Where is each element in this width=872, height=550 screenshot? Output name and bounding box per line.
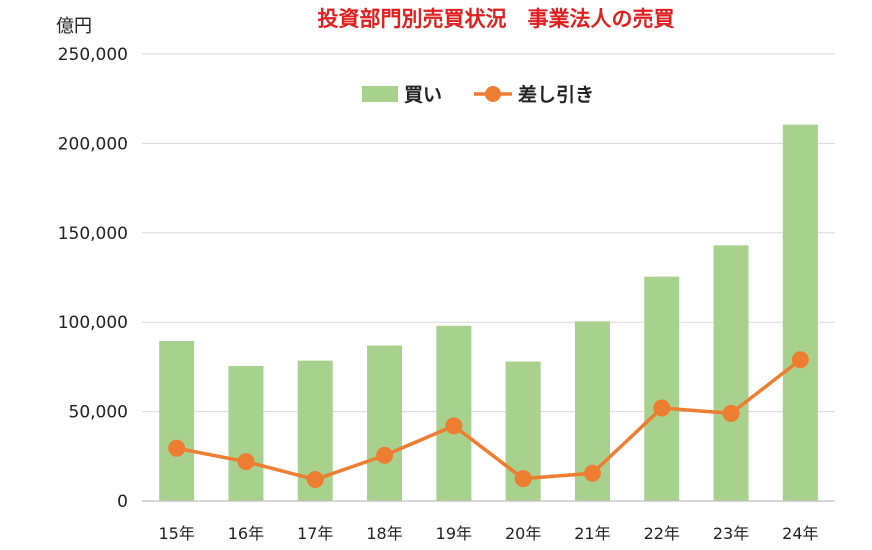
y-tick-label: 0 (117, 492, 128, 512)
legend-label-net: 差し引き (518, 83, 594, 106)
line-series (168, 351, 809, 489)
y-tick-label: 250,000 (58, 45, 128, 65)
x-tick-label: 16年 (228, 524, 264, 543)
line-point (376, 446, 394, 464)
x-tick-label: 18年 (366, 524, 402, 543)
line-point (722, 404, 740, 422)
x-tick-label: 20年 (505, 524, 541, 543)
x-axis-ticks: 15年 16年 17年 18年 19年 20年 21年 22年 23年 24年 (158, 524, 818, 543)
line-point (791, 351, 809, 369)
bar (713, 245, 749, 501)
line-point (514, 470, 532, 488)
y-tick-label: 200,000 (58, 134, 128, 154)
bar-series (159, 124, 818, 501)
chart-title: 投資部門別売買状況 事業法人の売買 (318, 7, 675, 31)
bar (367, 345, 403, 501)
bar (159, 340, 195, 501)
y-tick-label: 100,000 (58, 313, 128, 333)
x-tick-label: 24年 (782, 524, 818, 543)
line-point (445, 417, 463, 435)
y-tick-label: 50,000 (69, 403, 128, 423)
series-line (176, 358, 802, 482)
y-axis-ticks: 0 50,000 100,000 150,000 200,000 250,000 (58, 45, 128, 512)
line-point (306, 471, 324, 489)
legend-marker-net (485, 86, 501, 102)
line-point (168, 439, 186, 457)
y-tick-label: 150,000 (58, 224, 128, 244)
x-tick-label: 21年 (574, 524, 610, 543)
bar (644, 276, 680, 501)
x-tick-label: 15年 (158, 524, 194, 543)
x-tick-label: 22年 (644, 524, 680, 543)
x-tick-label: 23年 (713, 524, 749, 543)
line-point (653, 399, 671, 417)
legend-label-buy: 買い (404, 84, 442, 106)
x-tick-label: 17年 (297, 524, 333, 543)
line-point (237, 453, 255, 471)
legend-swatch-buy (362, 86, 398, 102)
legend: 買い 差し引き (362, 83, 594, 106)
bar (436, 325, 472, 501)
line-point (583, 464, 601, 482)
y-axis-unit: 億円 (56, 16, 92, 37)
bar (782, 124, 818, 501)
x-tick-label: 19年 (436, 524, 472, 543)
bar (228, 366, 264, 501)
